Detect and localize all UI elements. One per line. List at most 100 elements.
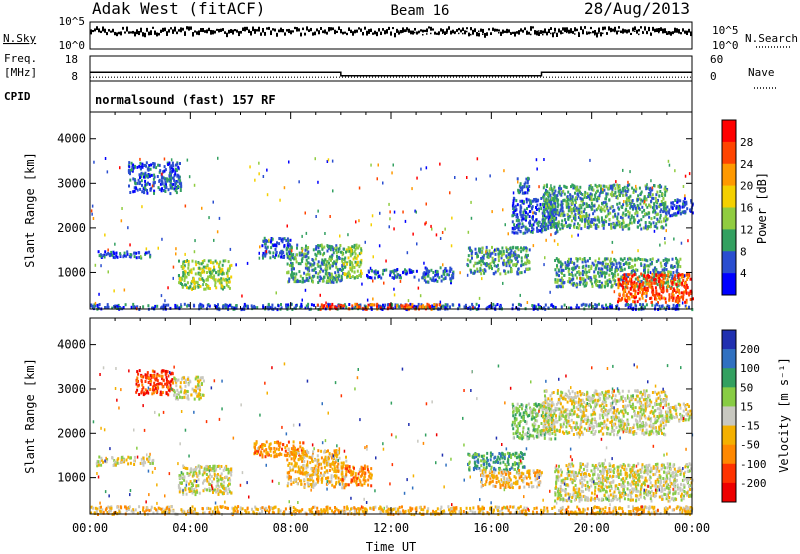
echo-cell-0-12-45 [636, 258, 639, 262]
echo-cell-0-11-347 [552, 216, 555, 220]
echo-cell-0-11-565 [660, 220, 663, 224]
echo-cell-0-12-88 [606, 257, 609, 261]
echo-cell-0-8-155 [485, 245, 488, 249]
echo-cell-0-11-688 [650, 217, 653, 221]
echo-cell-0-0-23 [152, 177, 155, 181]
scatter-cell-0-128 [425, 202, 427, 206]
nsearch-point-458 [458, 32, 460, 35]
scatter-cell-0-6 [304, 211, 306, 215]
echo-cell-0-0-98 [140, 167, 142, 171]
echo-cell-0-14-59 [691, 211, 694, 215]
echo-cell-0-14-19 [678, 208, 681, 212]
echo-cell-0-11-574 [623, 185, 626, 189]
nsky-point-102 [102, 26, 104, 32]
echo-cell-0-11-127 [641, 199, 644, 203]
echo-cell-0-2-193 [212, 276, 214, 280]
echo-cell-0-8-113 [487, 256, 490, 259]
echo-cell-0-15-96 [533, 304, 536, 308]
echo-cell-1-3-31 [202, 489, 205, 493]
echo-cell-0-11-779 [567, 217, 570, 220]
echo-cell-0-13-263 [622, 289, 625, 293]
echo-cell-0-2-183 [179, 277, 181, 281]
echo-cell-0-11-105 [662, 210, 665, 214]
scatter-cell-0-242 [494, 248, 496, 252]
echo-cell-0-11-715 [663, 204, 666, 208]
echo-cell-0-11-333 [645, 203, 647, 207]
echo-cell-0-11-579 [576, 192, 579, 196]
echo-cell-0-4-220 [323, 263, 326, 266]
echo-cell-0-8-161 [504, 272, 507, 276]
echo-cell-0-0-213 [146, 167, 149, 171]
echo-cell-0-12-362 [661, 268, 664, 272]
echo-cell-1-1-80 [202, 379, 205, 383]
echo-cell-0-12-269 [575, 285, 578, 289]
echo-cell-0-15-122 [280, 306, 283, 310]
echo-cell-0-11-254 [595, 191, 598, 195]
echo-cell-1-0-116 [137, 372, 140, 376]
echo-cell-1-0-129 [138, 369, 141, 373]
scatter-cell-0-70 [378, 244, 381, 248]
echo-cell-1-3-56 [209, 473, 211, 477]
echo-cell-0-11-642 [543, 184, 546, 188]
echo-cell-1-1-91 [199, 385, 201, 389]
echo-cell-0-13-279 [646, 288, 649, 292]
echo-cell-1-3-48 [214, 488, 216, 492]
echo-cell-0-11-121 [664, 219, 667, 223]
scatter-cell-0-94 [611, 250, 614, 254]
scatter-cell-0-7 [107, 248, 109, 252]
nsky-point-608 [608, 26, 610, 31]
nsky-point-454 [454, 31, 456, 34]
echo-cell-0-16-72 [438, 303, 441, 307]
echo-cell-1-1-60 [187, 397, 190, 401]
echo-cell-1-3-38 [223, 480, 226, 484]
scatter-cell-0-85 [370, 163, 372, 167]
nsky-point-650 [650, 32, 652, 36]
echo-cell-0-15-368 [353, 306, 356, 310]
echo-cell-0-13-142 [659, 274, 662, 278]
echo-cell-0-12-231 [573, 281, 575, 285]
echo-cell-0-5-57 [349, 266, 352, 270]
echo-cell-0-12-321 [612, 277, 615, 281]
echo-cell-0-4-297 [305, 258, 308, 262]
echo-cell-0-12-494 [584, 260, 587, 264]
echo-cell-0-11-792 [614, 224, 617, 228]
scatter-cell-0-236 [389, 217, 391, 221]
echo-cell-0-11-541 [566, 205, 569, 208]
nsky-point-492 [492, 27, 494, 31]
nsearch-point-570 [570, 31, 572, 34]
echo-cell-0-12-190 [600, 281, 603, 285]
echo-cell-0-12-167 [613, 257, 616, 261]
echo-cell-0-6-61 [385, 268, 388, 272]
scatter-cell-0-55 [355, 220, 357, 224]
echo-cell-0-1-29 [135, 251, 138, 255]
nsky-point-670 [670, 31, 672, 36]
echo-cell-0-13-292 [643, 291, 646, 295]
echo-cell-0-11-223 [586, 225, 589, 229]
echo-cell-0-4-291 [305, 278, 308, 282]
echo-cell-1-2-18 [143, 459, 145, 463]
echo-cell-0-0-68 [158, 170, 161, 174]
echo-cell-1-2-27 [95, 462, 98, 466]
echo-cell-0-6-12 [370, 276, 373, 280]
scatter-cell-0-15 [212, 200, 214, 204]
echo-cell-0-11-335 [544, 203, 547, 207]
echo-cell-0-8-102 [505, 264, 508, 268]
echo-cell-0-13-38 [657, 301, 659, 305]
echo-cell-0-2-111 [228, 266, 231, 270]
echo-cell-0-11-615 [567, 205, 570, 209]
echo-cell-0-2-205 [209, 272, 212, 276]
echo-cell-0-0-138 [152, 181, 155, 185]
echo-cell-0-0-63 [163, 169, 166, 173]
echo-cell-0-5-93 [359, 260, 362, 264]
scatter-cell-0-256 [364, 240, 366, 244]
echo-cell-0-13-122 [637, 288, 640, 292]
echo-cell-0-7-31 [422, 272, 425, 276]
echo-cell-0-4-79 [315, 247, 318, 251]
echo-cell-0-8-98 [524, 255, 527, 259]
echo-cell-0-11-517 [561, 209, 564, 213]
echo-cell-0-11-598 [585, 202, 588, 206]
nsearch-point-406 [406, 30, 408, 32]
nsky-point-666 [666, 32, 668, 35]
nsky-point-360 [360, 28, 362, 32]
echo-cell-0-3-78 [275, 251, 278, 255]
